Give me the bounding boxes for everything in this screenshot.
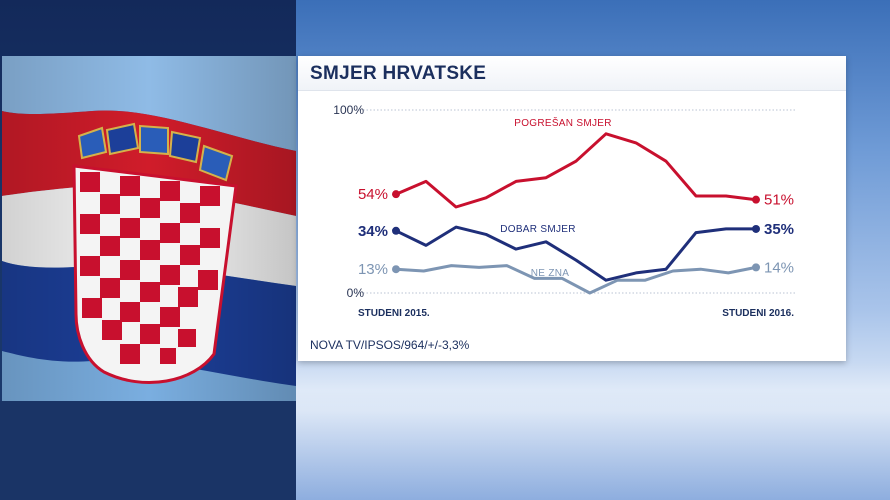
series-name-label: POGREŠAN SMJER	[514, 116, 612, 129]
series-start-label: 13%	[358, 261, 388, 278]
series-start-point	[392, 265, 400, 274]
chart-card: SMJER HRVATSKE 100% 0% STUDENI 2015. STUDEN…	[298, 56, 846, 361]
series-end-label: 51%	[764, 192, 794, 209]
chart-title: SMJER HRVATSKE	[310, 63, 487, 84]
series-line	[394, 132, 758, 209]
series-end-point	[752, 224, 760, 233]
series-line	[394, 264, 758, 295]
series-line	[394, 225, 758, 282]
background-glow	[296, 362, 890, 500]
x-tick-label-end: STUDENI 2016.	[722, 308, 794, 319]
x-tick-label-start: STUDENI 2015.	[358, 308, 430, 319]
coat-of-arms-icon	[72, 122, 238, 384]
series-start-point	[392, 190, 400, 199]
series-name-label: NE ZNA	[531, 268, 569, 279]
series-start-label: 54%	[358, 186, 388, 203]
series-end-point	[752, 263, 760, 272]
series-end-label: 35%	[764, 221, 794, 238]
y-tick-label: 0%	[347, 286, 365, 300]
chart-header	[298, 56, 846, 91]
line-chart: 100% 0% STUDENI 2015. STUDENI 2016. 54% 51% PO…	[333, 103, 796, 319]
source-note: NOVA TV/IPSOS/964/+/-3,3%	[310, 338, 470, 352]
series-name-label: DOBAR SMJER	[500, 224, 576, 235]
series-end-point	[752, 195, 760, 204]
y-tick-label: 100%	[333, 103, 364, 117]
background-bottom-left	[0, 401, 296, 500]
croatian-flag-image	[2, 56, 296, 401]
series-start-point	[392, 226, 400, 235]
series-start-label: 34%	[358, 223, 388, 240]
series-end-label: 14%	[764, 259, 794, 276]
